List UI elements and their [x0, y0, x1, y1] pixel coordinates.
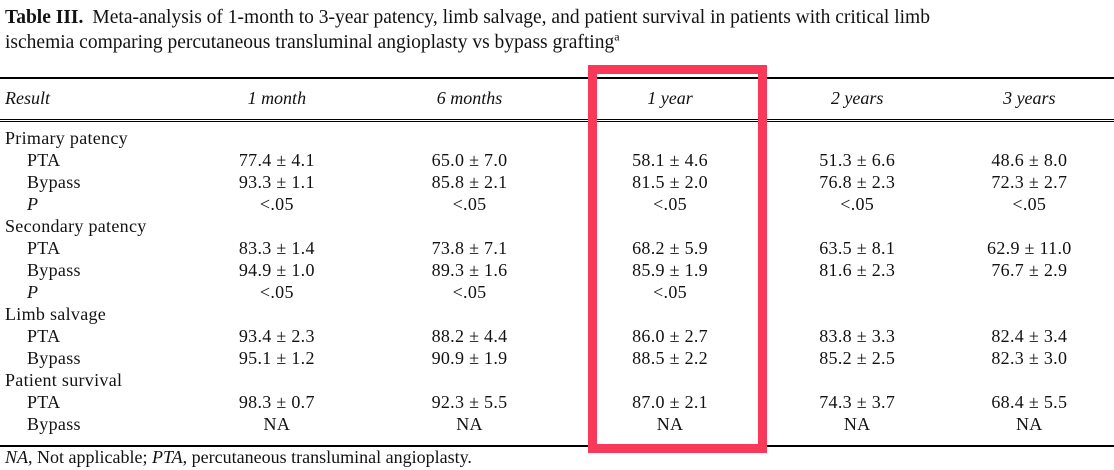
value-cell: 86.0 ± 2.7 — [632, 325, 708, 346]
row-label: PTA — [27, 391, 61, 412]
row-label: PTA — [27, 325, 61, 346]
header-row: Result 1 month 6 months 1 year 2 years 3… — [0, 77, 1114, 122]
value-cell: 72.3 ± 2.7 — [991, 171, 1068, 192]
value-cell: 48.6 ± 8.0 — [991, 149, 1068, 170]
value-cell: 63.5 ± 8.1 — [819, 237, 896, 258]
value-cell: 83.8 ± 3.3 — [819, 325, 896, 346]
value-cell: <.05 — [452, 193, 487, 214]
column-header-2-years: 2 years — [769, 77, 945, 122]
section-row: Limb salvage — [0, 303, 1114, 325]
value-cell: NA — [1016, 413, 1043, 434]
data-row: P <.05 <.05 <.05 <.05 <.05 — [0, 193, 1114, 215]
column-header-result: Result — [0, 77, 185, 122]
value-cell — [945, 281, 1114, 303]
table-body: Primary patency PTA 77.4 ± 4.1 65.0 ± 7.0 58… — [0, 121, 1114, 447]
value-cell: 85.8 ± 2.1 — [431, 171, 508, 192]
value-cell: 95.1 ± 1.2 — [238, 347, 315, 368]
footnote-pta-abbrev: PTA — [151, 447, 183, 467]
value-cell: 62.9 ± 11.0 — [987, 237, 1072, 258]
section-row: Primary patency — [0, 121, 1114, 150]
column-header-3-years: 3 years — [944, 77, 1114, 122]
footnote-na-text: , Not applicable; — [28, 447, 152, 467]
value-cell: 83.3 ± 1.4 — [238, 237, 315, 258]
value-cell: 98.3 ± 0.7 — [238, 391, 315, 412]
value-cell: 76.8 ± 2.3 — [819, 171, 896, 192]
value-cell: NA — [656, 413, 684, 434]
value-cell: 93.4 ± 2.3 — [238, 325, 315, 346]
table-number-label: Table III. — [5, 7, 84, 28]
section-label: Secondary patency — [5, 215, 147, 236]
value-cell — [770, 281, 945, 303]
data-row: PTA 77.4 ± 4.1 65.0 ± 7.0 58.1 ± 4.6 51.3 ± … — [0, 149, 1114, 171]
section-label: Patient survival — [5, 369, 123, 390]
value-cell: NA — [843, 413, 871, 434]
table-title-line2: ischemia comparing percutaneous translum… — [5, 32, 615, 53]
table-title-line1: Meta-analysis of 1-month to 3-year paten… — [92, 7, 930, 28]
row-label: PTA — [27, 149, 61, 170]
value-cell: 77.4 ± 4.1 — [238, 149, 315, 170]
data-row: Bypass 95.1 ± 1.2 90.9 ± 1.9 88.5 ± 2.2 85.2… — [0, 347, 1114, 369]
value-cell: 74.3 ± 3.7 — [819, 391, 896, 412]
value-cell: 65.0 ± 7.0 — [431, 149, 508, 170]
value-cell: 81.6 ± 2.3 — [819, 259, 896, 280]
data-row: PTA 93.4 ± 2.3 88.2 ± 4.4 86.0 ± 2.7 83.8 ± … — [0, 325, 1114, 347]
value-cell: 76.7 ± 2.9 — [991, 259, 1068, 280]
section-label: Primary patency — [5, 127, 128, 148]
data-row: Bypass NA NA NA NA NA — [0, 413, 1114, 446]
value-cell: <.05 — [840, 193, 875, 214]
table-footnote: NA, Not applicable; PTA, percutaneous tr… — [5, 447, 472, 468]
meta-analysis-table: Result 1 month 6 months 1 year 2 years 3… — [0, 77, 1114, 447]
value-cell: 82.4 ± 3.4 — [991, 325, 1068, 346]
value-cell: 68.2 ± 5.9 — [632, 237, 708, 258]
value-cell: 89.3 ± 1.6 — [431, 259, 508, 280]
footnote-na-abbrev: NA — [5, 447, 29, 467]
row-label: Bypass — [27, 259, 81, 280]
value-cell: 68.4 ± 5.5 — [991, 391, 1068, 412]
row-label: P — [27, 193, 39, 214]
value-cell: 85.9 ± 1.9 — [632, 259, 708, 280]
section-row: Secondary patency — [0, 215, 1114, 237]
row-label: Bypass — [27, 171, 81, 192]
value-cell: 88.5 ± 2.2 — [632, 347, 708, 368]
value-cell: 51.3 ± 6.6 — [819, 149, 896, 170]
data-row: Bypass 94.9 ± 1.0 89.3 ± 1.6 85.9 ± 1.9 81.6… — [0, 259, 1114, 281]
value-cell: 87.0 ± 2.1 — [632, 391, 708, 412]
row-label: PTA — [27, 237, 61, 258]
value-cell: 93.3 ± 1.1 — [238, 171, 315, 192]
value-cell: NA — [456, 413, 483, 434]
value-cell: <.05 — [259, 281, 294, 302]
table-title: Table III. Meta-analysis of 1-month to 3-… — [5, 5, 1111, 55]
column-header-1-month: 1 month — [184, 77, 369, 122]
value-cell: 81.5 ± 2.0 — [632, 171, 708, 192]
row-label: P — [27, 281, 39, 302]
section-row: Patient survival — [0, 369, 1114, 391]
column-header-6-months: 6 months — [368, 77, 571, 122]
table-header: Result 1 month 6 months 1 year 2 years 3… — [0, 77, 1114, 122]
value-cell: 73.8 ± 7.1 — [431, 237, 508, 258]
value-cell: 90.9 ± 1.9 — [431, 347, 508, 368]
value-cell: <.05 — [1012, 193, 1047, 214]
column-header-1-year: 1 year — [570, 77, 770, 122]
value-cell: <.05 — [259, 193, 294, 214]
value-cell: 88.2 ± 4.4 — [431, 325, 508, 346]
data-row: Bypass 93.3 ± 1.1 85.8 ± 2.1 81.5 ± 2.0 76.8… — [0, 171, 1114, 193]
row-label: Bypass — [27, 347, 81, 368]
section-label: Limb salvage — [5, 303, 107, 324]
value-cell: <.05 — [653, 193, 687, 214]
value-cell: NA — [263, 413, 291, 434]
value-cell: 92.3 ± 5.5 — [431, 391, 508, 412]
value-cell: <.05 — [653, 281, 687, 302]
value-cell: 58.1 ± 4.6 — [632, 149, 708, 170]
table-footnote-marker: a — [614, 29, 620, 44]
value-cell: 82.3 ± 3.0 — [991, 347, 1068, 368]
data-row: PTA 98.3 ± 0.7 92.3 ± 5.5 87.0 ± 2.1 74.3 ± … — [0, 391, 1114, 413]
value-cell: 85.2 ± 2.5 — [819, 347, 896, 368]
row-label: Bypass — [27, 413, 81, 434]
data-row: P <.05 <.05 <.05 — [0, 281, 1114, 303]
footnote-pta-text: , percutaneous transluminal angioplasty. — [182, 447, 472, 467]
data-row: PTA 83.3 ± 1.4 73.8 ± 7.1 68.2 ± 5.9 63.5 ± … — [0, 237, 1114, 259]
value-cell: <.05 — [452, 281, 487, 302]
value-cell: 94.9 ± 1.0 — [238, 259, 315, 280]
